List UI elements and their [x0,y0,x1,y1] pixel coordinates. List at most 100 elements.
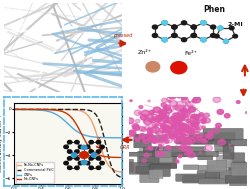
Circle shape [81,145,87,150]
Circle shape [181,97,188,103]
FancyBboxPatch shape [135,166,153,173]
Circle shape [151,113,153,115]
Circle shape [224,114,229,118]
Circle shape [202,118,205,121]
Circle shape [165,120,168,123]
Circle shape [185,127,193,133]
Circle shape [190,33,196,37]
Circle shape [152,25,157,29]
FancyBboxPatch shape [146,156,176,168]
Circle shape [162,126,168,131]
Circle shape [74,150,79,153]
Circle shape [67,157,72,160]
Circle shape [161,38,167,42]
Circle shape [138,127,144,131]
Circle shape [200,139,205,143]
Circle shape [174,136,176,137]
Circle shape [140,115,147,120]
Circle shape [198,113,203,116]
Circle shape [162,135,167,138]
Circle shape [160,103,166,107]
Circle shape [145,148,148,149]
Circle shape [130,100,132,101]
Circle shape [173,130,178,133]
Circle shape [96,150,100,153]
Circle shape [180,133,185,137]
Circle shape [164,124,172,130]
Circle shape [169,101,177,106]
Circle shape [190,116,197,122]
Circle shape [122,100,125,102]
Circle shape [142,119,146,122]
Circle shape [236,101,239,103]
Circle shape [181,114,186,117]
Circle shape [194,126,198,130]
Circle shape [185,139,191,144]
Circle shape [188,138,195,143]
Circle shape [156,115,163,120]
Circle shape [157,119,163,124]
Circle shape [179,127,185,131]
Circle shape [159,115,164,119]
Circle shape [155,124,158,126]
Circle shape [200,38,205,42]
Circle shape [159,128,165,132]
Circle shape [180,96,186,100]
Circle shape [153,94,156,96]
Circle shape [180,124,186,129]
Circle shape [146,62,159,72]
FancyBboxPatch shape [230,163,250,176]
Circle shape [160,110,166,115]
Circle shape [138,112,140,114]
Circle shape [67,150,72,153]
Circle shape [148,128,150,129]
Circle shape [171,121,178,126]
Circle shape [165,128,172,133]
Circle shape [174,129,177,132]
Circle shape [175,133,182,138]
Circle shape [164,116,168,120]
Circle shape [177,114,184,119]
Circle shape [185,119,190,123]
Circle shape [74,140,79,144]
Circle shape [176,159,178,160]
Circle shape [174,146,178,148]
Circle shape [157,133,160,135]
Circle shape [81,160,87,165]
Circle shape [198,152,200,153]
Circle shape [132,125,139,131]
Circle shape [160,115,162,117]
Circle shape [181,111,189,117]
Circle shape [169,120,176,125]
Circle shape [205,133,212,139]
Circle shape [156,140,158,142]
Circle shape [74,166,79,170]
FancyBboxPatch shape [202,128,242,140]
Circle shape [140,127,146,132]
Circle shape [150,137,157,142]
Circle shape [151,122,158,127]
Circle shape [171,25,176,29]
Circle shape [166,118,173,123]
Text: Calcined: Calcined [248,84,250,103]
Circle shape [178,123,186,129]
Circle shape [78,161,82,165]
Circle shape [157,120,164,126]
Circle shape [156,131,162,136]
FancyBboxPatch shape [134,135,166,141]
Circle shape [176,94,180,98]
FancyBboxPatch shape [120,159,133,172]
FancyBboxPatch shape [120,163,152,174]
Circle shape [157,151,164,156]
Circle shape [176,101,183,107]
Circle shape [147,128,152,132]
Circle shape [162,129,167,132]
FancyBboxPatch shape [182,175,219,183]
Circle shape [190,122,192,123]
Circle shape [171,33,176,37]
Circle shape [176,136,182,141]
Circle shape [171,137,177,142]
Circle shape [179,144,186,150]
Circle shape [132,125,139,130]
Circle shape [89,166,93,170]
